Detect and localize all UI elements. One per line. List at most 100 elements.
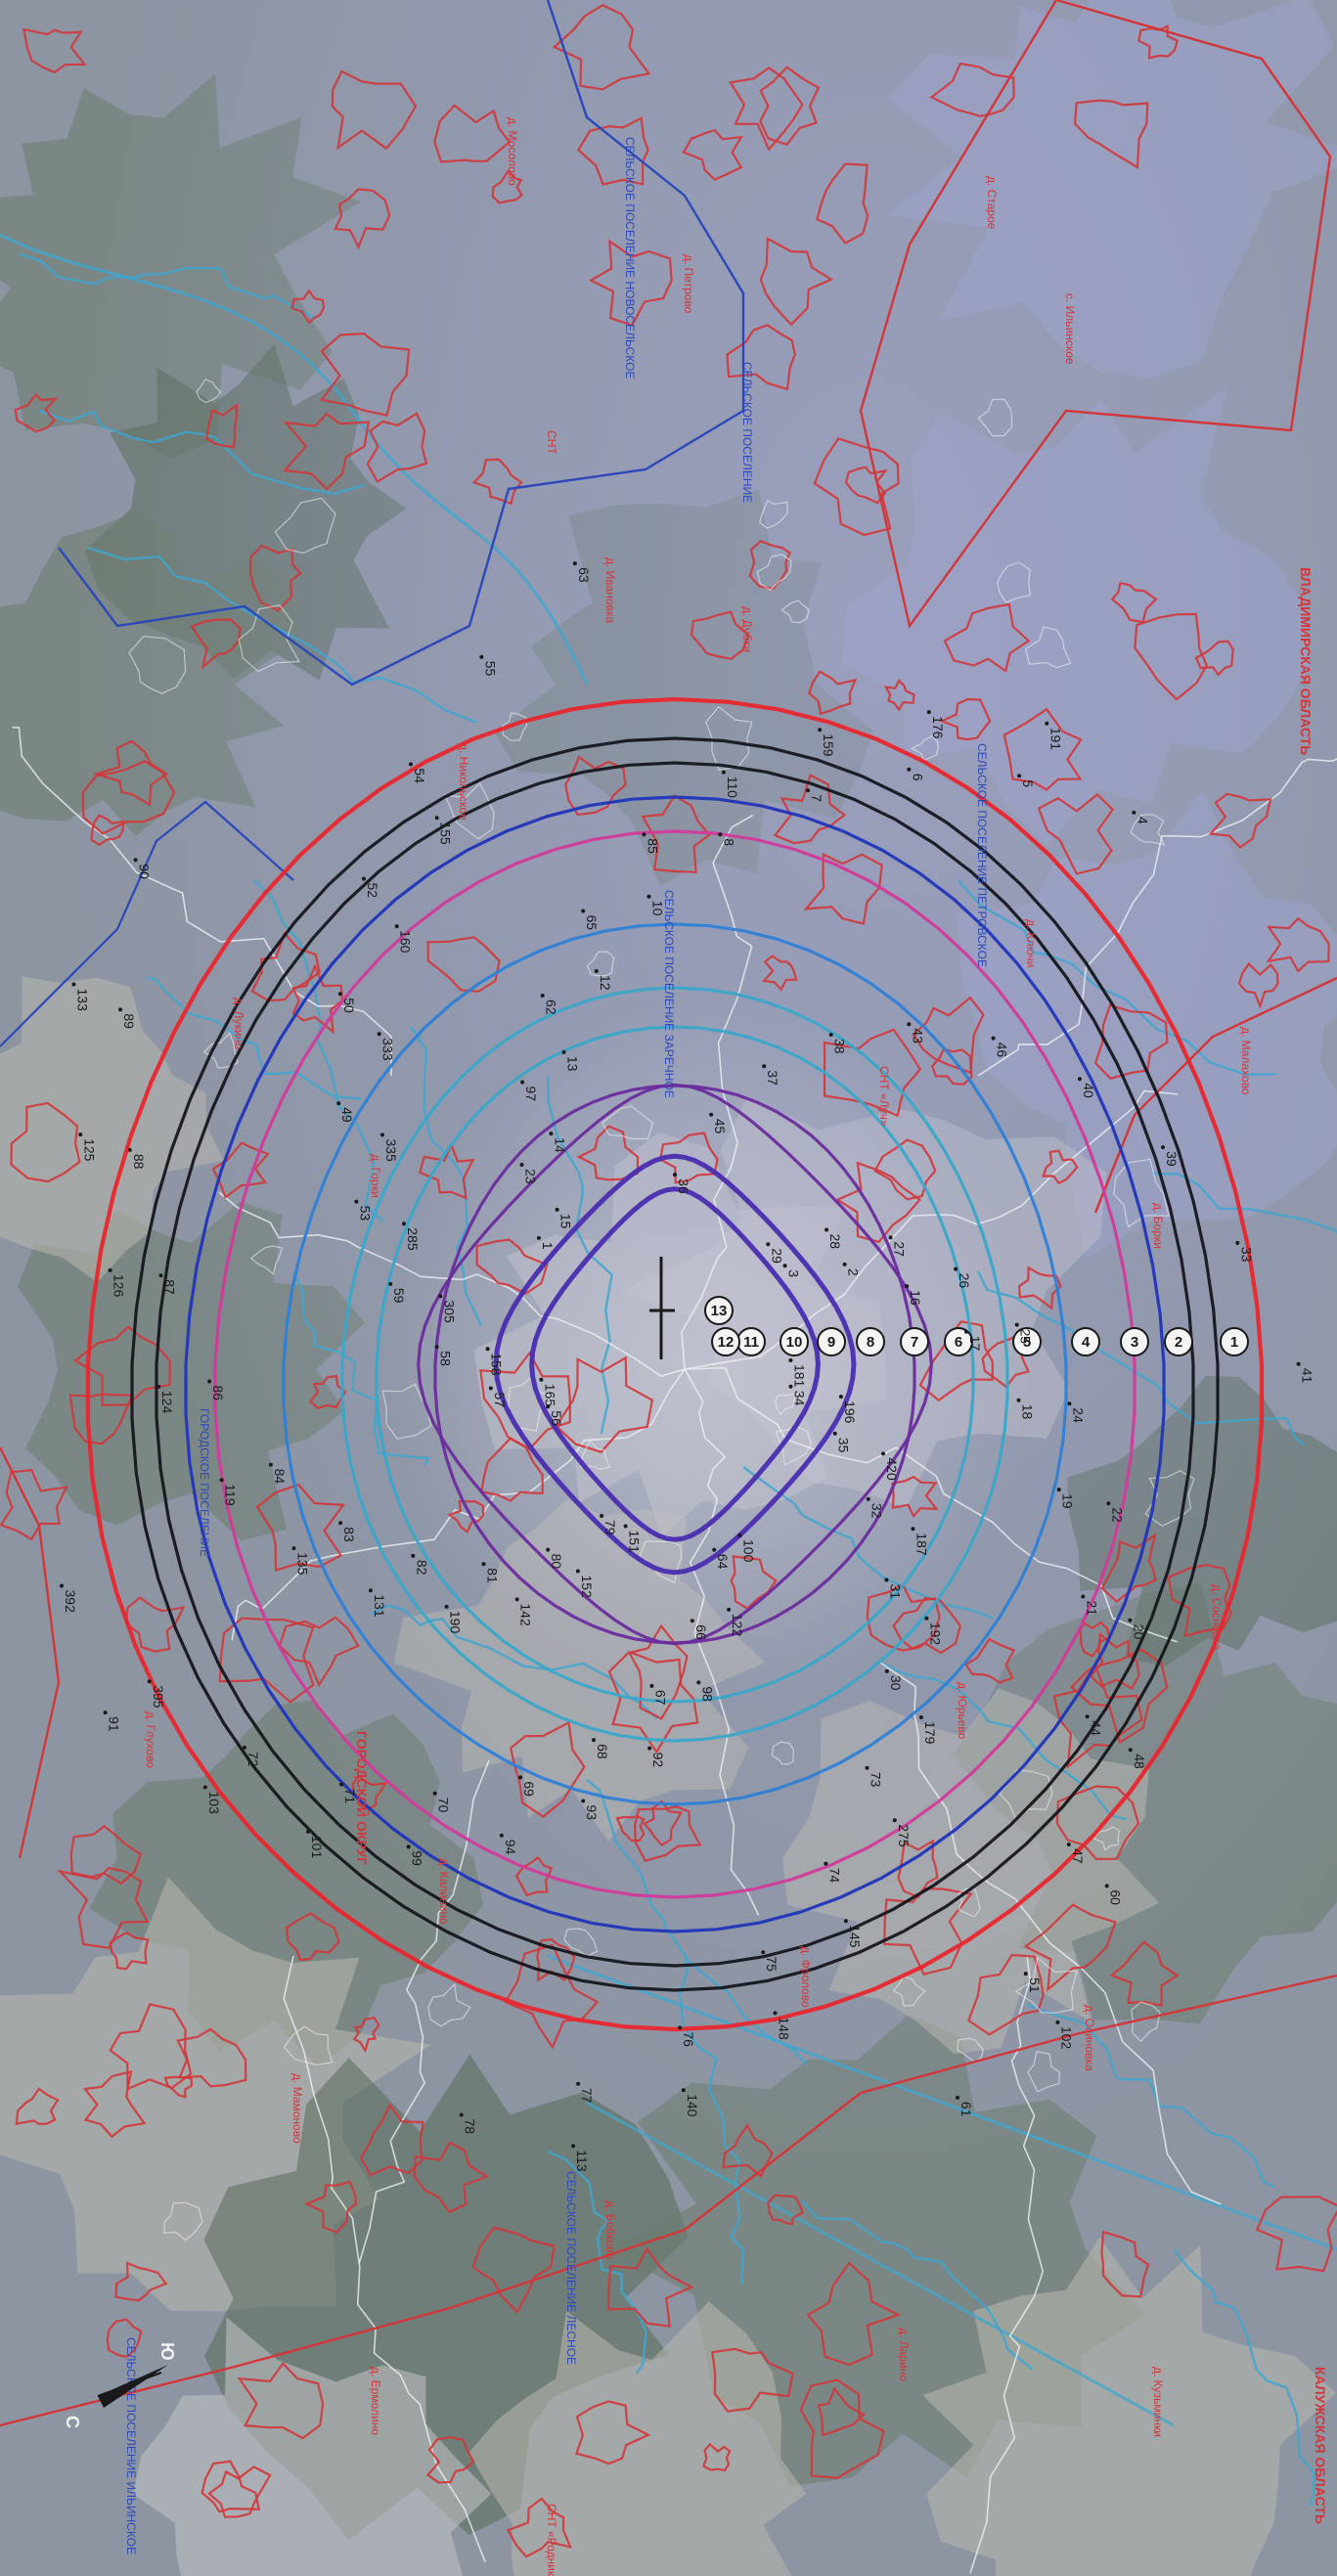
settlement-name-label: д. Калинино	[437, 1858, 451, 1925]
district-boundary	[0, 1974, 1337, 2427]
point-label: 4	[1135, 817, 1150, 824]
settlement-name-label: СНТ «Луч»	[877, 1066, 891, 1127]
point-marker	[1081, 1594, 1086, 1599]
settlement-outline	[943, 602, 1031, 673]
settlement-outline	[759, 237, 834, 327]
district-boundary	[58, 0, 745, 687]
contour-rings-layer	[85, 696, 1265, 2032]
contour-ring	[433, 1084, 916, 1645]
settlement-outline	[10, 1101, 81, 1183]
point-marker	[337, 992, 342, 997]
point-marker	[1014, 1322, 1019, 1327]
contour-badge: 10	[780, 1327, 809, 1356]
point-label: 59	[391, 1288, 407, 1304]
parcel-outline	[958, 1887, 981, 1918]
point-label: 190	[448, 1611, 464, 1634]
point-label: 63	[576, 567, 592, 583]
point-label: 125	[81, 1138, 97, 1162]
point-marker	[575, 1569, 580, 1574]
stream-line	[547, 2150, 647, 2375]
contour-badge-ring	[780, 1327, 809, 1356]
settlement-outline	[730, 1555, 778, 1611]
settlement-outline	[892, 1596, 962, 1655]
point-marker	[1077, 1077, 1082, 1082]
parcel-outline	[756, 554, 792, 591]
settlement-outline	[912, 996, 985, 1075]
point-marker	[380, 1133, 384, 1137]
point-marker	[1067, 1401, 1072, 1406]
point-label: 43	[910, 1028, 925, 1044]
settlement-outline	[1208, 792, 1272, 849]
point-label: 110	[725, 777, 740, 799]
point-marker	[881, 1451, 885, 1456]
settlement-outline	[722, 2123, 774, 2179]
parcel-outline	[775, 1392, 797, 1416]
parcel-outline	[502, 712, 528, 741]
settlement-outline	[728, 67, 804, 152]
stream-line	[38, 409, 366, 496]
point-marker	[243, 1745, 246, 1750]
point-marker	[581, 909, 586, 913]
settlement-name-label: д. Фролово	[799, 1946, 813, 2008]
stream-line	[879, 1661, 1127, 1821]
settlement-outline	[1073, 99, 1149, 169]
point-marker	[1056, 1488, 1061, 1492]
point-label: 77	[579, 2088, 595, 2104]
settlement-outline	[806, 2261, 902, 2367]
point-marker	[712, 1547, 717, 1552]
administrative-boundaries-layer	[0, 0, 1337, 2427]
point-marker	[481, 1562, 486, 1567]
point-marker	[824, 1227, 829, 1232]
point-label: 275	[896, 1824, 912, 1847]
point-label: 89	[121, 1013, 137, 1029]
area-labels-layer: д. Мосолово д. Петрово СНТ д. Ивановка д. Ни…	[124, 117, 1328, 2576]
district-boundary	[0, 800, 294, 1047]
point-marker	[291, 1546, 296, 1551]
settlement-outline	[773, 774, 847, 845]
settlement-outline	[817, 2386, 866, 2437]
point-marker	[434, 1345, 439, 1350]
point-label: 45	[712, 1119, 728, 1134]
road-line	[358, 1759, 490, 2264]
point-marker	[133, 858, 138, 863]
point-label: 98	[699, 1686, 715, 1702]
point-label: 420	[884, 1457, 900, 1481]
stream-line	[87, 546, 477, 724]
point-marker	[905, 1284, 910, 1289]
road-line	[684, 1368, 760, 1917]
point-label: 78	[463, 2119, 478, 2135]
point-label: 15	[558, 1214, 574, 1229]
parcel-outline	[196, 378, 222, 404]
point-marker	[339, 1782, 344, 1787]
municipality-name-label: СЕЛЬСКОЕ ПОСЕЛЕНИЕ ИЛЬИНСКОЕ	[124, 2337, 138, 2554]
point-label: 83	[341, 1527, 357, 1542]
municipality-name-label: СЕЛЬСКОЕ ПОСЕЛЕНИЕ ПЕТРОВСКОЕ	[975, 743, 989, 967]
contour-badge-label: 2	[1175, 1334, 1182, 1351]
parcel-outline	[775, 1426, 812, 1466]
contour-ring	[213, 829, 1136, 1899]
settlement-outline	[334, 188, 391, 250]
settlement-outline	[1017, 1266, 1062, 1310]
point-label: 36	[676, 1178, 691, 1194]
settlement-outline	[82, 2069, 147, 2139]
point-label: 91	[107, 1716, 122, 1732]
parcel-outline	[249, 1245, 284, 1276]
settlement-outline	[748, 540, 791, 591]
contour-badge: 4	[1071, 1327, 1100, 1356]
parcel-outline	[1130, 814, 1166, 846]
point-label: 5	[1020, 779, 1036, 787]
point-marker	[1161, 1145, 1165, 1150]
point-marker	[561, 1049, 566, 1054]
point-label: 50	[341, 998, 357, 1013]
point-marker	[409, 762, 413, 767]
point-label: 165	[542, 1384, 557, 1407]
point-marker	[158, 1273, 163, 1278]
settlement-outline	[588, 239, 673, 327]
point-label: 133	[75, 989, 91, 1012]
settlement-name-label: д. Мосолово	[506, 117, 519, 186]
district-boundary	[859, 0, 1332, 629]
settlement-outline	[813, 437, 900, 537]
settlement-outline	[331, 69, 418, 151]
